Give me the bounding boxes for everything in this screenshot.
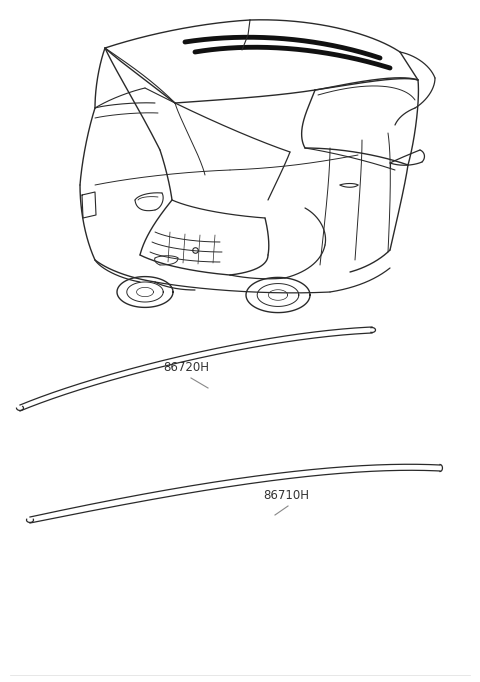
Text: 86720H: 86720H: [163, 361, 209, 374]
Text: 86710H: 86710H: [263, 489, 309, 502]
